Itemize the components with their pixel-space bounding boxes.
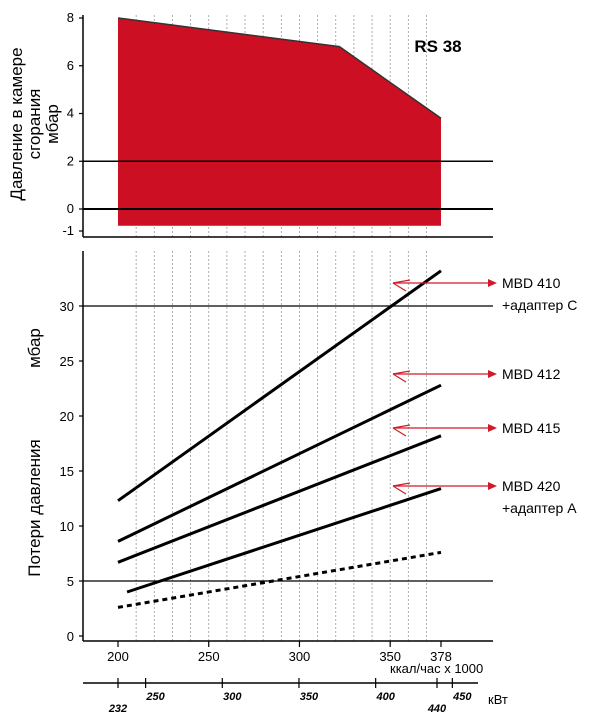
kw-tick-label: 400	[375, 691, 395, 703]
y-tick-label: 10	[60, 519, 74, 534]
y-tick-label: 4	[67, 106, 74, 121]
kcal-tick-label: 350	[379, 649, 401, 664]
y-tick-label: 6	[67, 58, 74, 73]
series-line	[117, 434, 442, 564]
kcal-tick-label: 378	[430, 649, 452, 664]
y-tick-label: 2	[67, 153, 74, 168]
legend-pointer: MBD 412	[392, 366, 561, 383]
model-label: RS 38	[414, 37, 461, 56]
series-label: +адаптер A	[502, 500, 577, 516]
pressure-loss-chart: 0 5 10 15 20 25 30 MBD 410 +адаптер C MBD 412 MBD …	[25, 251, 577, 644]
working-field-area	[118, 18, 441, 226]
kcal-tick-label: 300	[289, 649, 311, 664]
series-label: +адаптер C	[502, 297, 577, 313]
series-line	[117, 383, 442, 543]
y-axis-label-line: Давление в камере	[7, 47, 26, 200]
y-axis-label-line: сгорания	[25, 89, 44, 160]
y-tick-label: 20	[60, 409, 74, 424]
kw-tick-label: 440	[427, 703, 447, 715]
series-line	[117, 269, 442, 502]
y-axis-label-line: мбар	[43, 104, 62, 144]
y-tick-label: 15	[60, 464, 74, 479]
pointer-tick	[392, 282, 407, 292]
arrowhead	[488, 370, 497, 378]
y-axis-label: Потери давления	[25, 439, 44, 577]
arrowhead	[488, 279, 497, 287]
series-label: MBD 420	[502, 478, 561, 494]
kw-unit-label: кВт	[488, 692, 508, 707]
series-label: MBD 410	[502, 275, 561, 291]
kw-tick-label: 232	[108, 703, 127, 715]
y-tick-label: 5	[67, 574, 74, 589]
legend-pointer: MBD 410 +адаптер C	[392, 275, 577, 313]
kcal-tick-label: 200	[107, 649, 129, 664]
pointer-tick	[392, 485, 407, 495]
pointer-tick	[392, 482, 411, 487]
combustion-chamber-pressure-chart: -1 0 2 4 6 8 RS 38 Давление в камере сгорания мба…	[7, 10, 493, 238]
y-axis-label-line: Потери давления	[25, 439, 44, 577]
working-field-outline	[117, 17, 442, 119]
y-tick-label: 8	[67, 10, 74, 25]
pointer-tick	[392, 279, 411, 284]
pointer-tick	[392, 370, 411, 375]
kw-tick-label: 350	[300, 691, 319, 703]
series-line-dashed	[117, 550, 442, 609]
pointer-tick	[392, 427, 407, 437]
y-tick-label: 0	[67, 201, 74, 216]
y-tick-label: 0	[67, 629, 74, 644]
kw-tick-label: 300	[223, 691, 242, 703]
kcal-unit-label: ккал/час x 1000	[390, 661, 483, 676]
arrowhead	[488, 424, 497, 432]
y-tick-label: 25	[60, 354, 74, 369]
legend-pointer: MBD 415	[392, 420, 561, 437]
pointer-tick	[392, 373, 407, 383]
series-label: MBD 412	[502, 366, 561, 382]
kw-tick-label: 450	[452, 691, 472, 703]
y-axis-label-line: мбар	[25, 328, 44, 368]
kw-tick-label: 250	[145, 691, 165, 703]
y-tick-label: 30	[60, 299, 74, 314]
kcal-tick-label: 250	[198, 649, 220, 664]
pointer-tick	[392, 424, 411, 429]
arrowhead	[488, 482, 497, 490]
y-axis-label: Давление в камере сгорания мбар	[7, 47, 62, 200]
y-tick-label: -1	[62, 223, 74, 238]
series-line	[126, 487, 442, 594]
legend-pointer: MBD 420 +адаптер A	[392, 478, 577, 516]
y-axis-label: мбар	[25, 328, 44, 368]
series-label: MBD 415	[502, 420, 561, 436]
